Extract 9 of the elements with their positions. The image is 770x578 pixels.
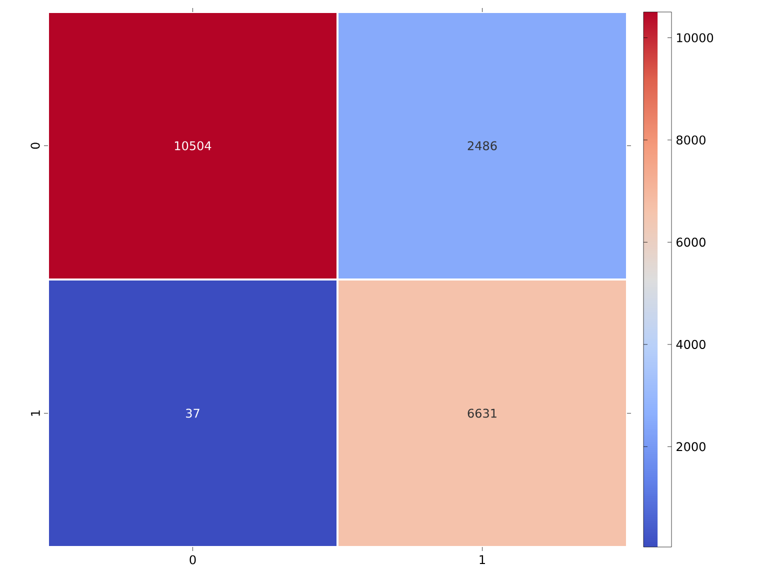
data-label: 2486 xyxy=(468,141,497,150)
color-bar-label: 6000 xyxy=(676,238,706,247)
data-label: 6631 xyxy=(468,408,496,418)
color-bar-label: 8000 xyxy=(676,135,706,145)
data-label: 10504 xyxy=(174,141,212,150)
color-bar-label: 4000 xyxy=(676,340,706,349)
data-label: 37 xyxy=(186,408,200,418)
color-bar-label: 10000 xyxy=(677,33,714,42)
color-bar-label: 2000 xyxy=(676,442,706,452)
